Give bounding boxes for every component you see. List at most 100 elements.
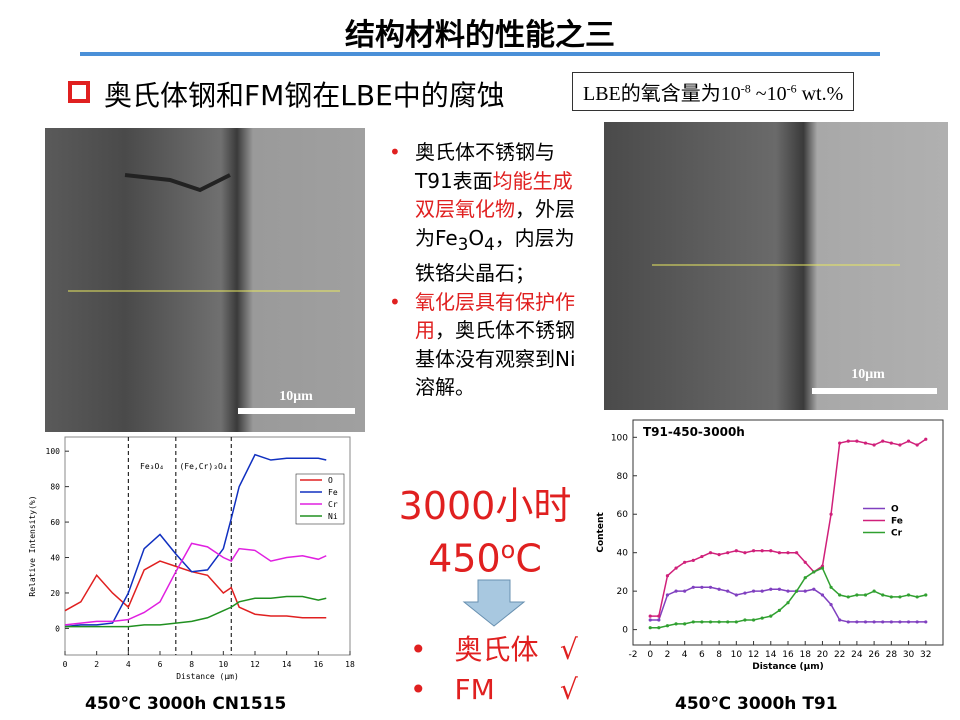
x-tick-label: 30 <box>903 650 915 660</box>
y-tick-label: 100 <box>46 447 61 456</box>
scale-label: 10μm <box>851 367 885 382</box>
data-point <box>708 620 713 624</box>
x-tick-label: 14 <box>765 650 777 660</box>
temp-value: 450 <box>428 536 501 581</box>
data-point <box>889 595 893 599</box>
data-point <box>769 587 773 591</box>
plot-frame <box>64 436 351 656</box>
x-axis-label: Distance (μm) <box>176 672 239 681</box>
result-item: • FM √ <box>410 670 578 710</box>
bullet-text: 奥氏体不锈钢与T91表面 <box>415 140 555 193</box>
result-bullet: • <box>410 673 427 706</box>
note-text: ~10 <box>750 83 787 105</box>
data-point <box>751 618 756 622</box>
data-point <box>855 593 859 597</box>
data-point <box>691 620 695 624</box>
data-point <box>786 601 790 605</box>
data-point <box>855 620 859 624</box>
x-tick-label: 28 <box>886 650 898 660</box>
series-line <box>64 453 327 628</box>
x-tick-label: 16 <box>782 650 794 660</box>
x-tick-label: 14 <box>282 660 292 669</box>
result-bullet: • <box>410 633 427 666</box>
chart-panel <box>22 437 357 672</box>
data-point <box>751 549 756 553</box>
data-point <box>898 595 902 599</box>
data-point <box>829 585 833 589</box>
scale-bar <box>238 408 355 414</box>
data-point <box>924 593 928 597</box>
data-point <box>726 620 730 624</box>
temperature: 450oC <box>380 528 590 581</box>
x-tick-label: 32 <box>920 650 931 660</box>
x-tick-label: -2 <box>629 650 638 660</box>
data-point <box>829 512 833 516</box>
data-point <box>734 549 738 553</box>
x-tick-label: 2 <box>665 650 671 660</box>
data-point <box>674 589 678 593</box>
y-axis-label: Content <box>596 512 606 553</box>
data-point <box>889 620 893 624</box>
section-heading: 奥氏体钢和FM钢在LBE中的腐蚀 <box>68 74 505 114</box>
y-tick-label: 80 <box>617 472 629 482</box>
data-point <box>751 589 756 593</box>
scale-label: 10μm <box>279 389 313 404</box>
legend-label: O <box>328 476 333 485</box>
data-point <box>700 585 704 589</box>
data-point <box>657 626 661 630</box>
x-tick-label: 10 <box>219 660 229 669</box>
data-point <box>812 587 816 591</box>
bullet-text: 3 <box>457 234 469 254</box>
data-point <box>820 593 825 597</box>
y-tick-label: 60 <box>50 518 60 527</box>
data-point <box>726 551 730 555</box>
data-point <box>648 618 652 622</box>
bullet-item: 氧化层具有保护作用，奥氏体不锈钢基体没有观察到Ni溶解。 <box>385 288 580 402</box>
data-point <box>760 616 764 620</box>
caption: 450℃ 3000h CN1515 <box>85 694 287 714</box>
data-point <box>700 554 704 559</box>
data-point <box>734 593 738 597</box>
data-point <box>717 620 721 624</box>
phase-label: (Fe,Cr)₃O₄ <box>179 462 227 471</box>
conditions: 3000小时 450oC <box>380 484 590 581</box>
y-tick-label: 0 <box>55 624 60 633</box>
data-point <box>743 618 747 622</box>
data-point <box>881 593 885 597</box>
data-point <box>838 618 842 622</box>
data-point <box>838 593 842 597</box>
bullet-text: ，内层为铁铬尖晶石； <box>415 225 575 286</box>
data-point <box>760 549 764 553</box>
x-tick-label: 6 <box>158 660 163 669</box>
data-point <box>906 593 911 597</box>
crack <box>124 173 231 193</box>
data-point <box>863 441 868 445</box>
data-point <box>674 566 678 570</box>
note-text: LBE的氧含量为10 <box>583 83 741 105</box>
y-tick-label: 40 <box>50 554 60 563</box>
data-point <box>803 576 807 580</box>
data-point <box>726 589 730 593</box>
data-point <box>915 595 919 599</box>
data-point <box>683 589 687 593</box>
data-point <box>683 622 687 626</box>
bullet-text: O <box>468 225 485 250</box>
x-tick-label: 12 <box>748 650 759 660</box>
data-point <box>691 558 695 562</box>
series-line <box>64 560 327 619</box>
data-point <box>924 620 928 624</box>
legend-label: Ni <box>328 512 338 521</box>
result-item: • 奥氏体 √ <box>410 630 578 670</box>
data-point <box>881 439 885 443</box>
slide-title: 结构材料的性能之三 <box>345 18 615 53</box>
data-point <box>846 595 850 599</box>
result-text: FM <box>454 673 495 706</box>
data-point <box>881 620 885 624</box>
legend-label: Cr <box>891 529 903 539</box>
data-point <box>846 620 850 624</box>
x-tick-label: 18 <box>799 650 811 660</box>
legend-label: Fe <box>891 517 903 527</box>
x-tick-label: 4 <box>682 650 688 660</box>
data-point <box>820 566 825 570</box>
